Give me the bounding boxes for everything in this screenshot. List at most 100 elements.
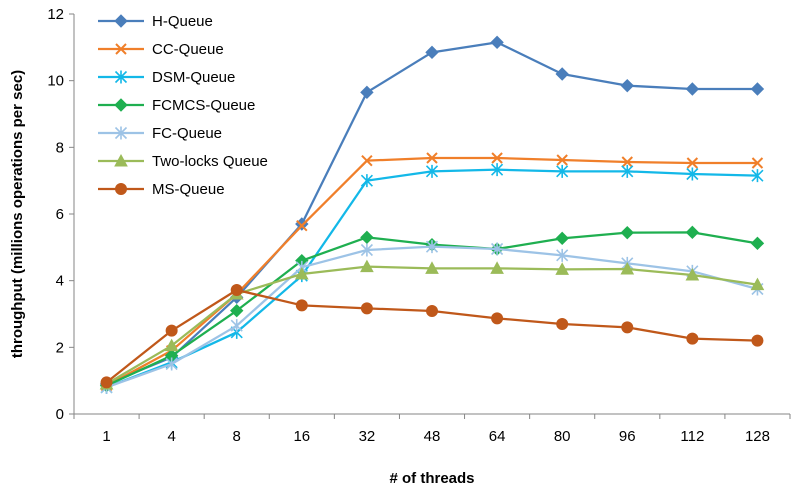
data-point <box>686 332 699 345</box>
data-point <box>621 321 634 334</box>
data-point <box>750 236 765 251</box>
data-point <box>750 277 765 291</box>
legend-label: FC-Queue <box>152 125 222 142</box>
data-point <box>425 261 439 274</box>
data-point <box>620 225 634 240</box>
x-tick-label: 64 <box>489 428 506 445</box>
legend-item: CC-Queue <box>98 41 224 58</box>
data-point <box>491 163 504 177</box>
y-tick-label: 0 <box>56 406 64 423</box>
legend-item: DSM-Queue <box>98 69 235 86</box>
data-point <box>556 164 569 178</box>
data-point <box>165 324 178 337</box>
data-point <box>685 82 700 96</box>
data-point <box>165 357 178 371</box>
data-point <box>555 231 569 246</box>
data-point <box>230 284 243 296</box>
data-point <box>490 35 504 50</box>
data-point <box>751 157 764 169</box>
data-point <box>621 156 633 168</box>
x-tick-label: 1 <box>102 428 110 445</box>
legend-label: MS-Queue <box>152 181 225 198</box>
legend-marker <box>114 14 128 28</box>
data-point <box>491 152 503 164</box>
series-fc-queue <box>100 240 764 394</box>
data-point <box>361 154 373 167</box>
y-tick-label: 10 <box>47 73 64 90</box>
x-tick-label: 32 <box>359 428 376 445</box>
legend-marker <box>115 183 127 195</box>
legend-item: Two-locks Queue <box>98 153 268 170</box>
data-point <box>100 376 113 389</box>
data-point <box>426 152 438 164</box>
legend-label: Two-locks Queue <box>152 153 268 170</box>
x-tick-label: 4 <box>167 428 175 445</box>
y-tick-label: 8 <box>56 139 64 156</box>
data-point <box>230 319 243 333</box>
data-point <box>426 305 438 317</box>
data-point <box>555 262 570 275</box>
data-point <box>620 78 634 93</box>
data-point <box>360 259 374 273</box>
data-point <box>751 334 764 347</box>
data-point <box>555 67 569 81</box>
x-tick-label: 96 <box>619 428 636 445</box>
data-point <box>360 230 374 245</box>
y-tick-label: 12 <box>47 6 64 23</box>
data-point <box>621 164 634 178</box>
legend-item: FCMCS-Queue <box>98 97 255 114</box>
x-tick-label: 48 <box>424 428 441 445</box>
legend-label: CC-Queue <box>152 41 224 58</box>
data-point <box>685 267 700 281</box>
data-point <box>360 302 373 315</box>
series-line <box>105 265 758 385</box>
series-layer <box>99 35 765 394</box>
series-line <box>106 168 758 389</box>
data-point <box>556 248 569 262</box>
y-axis-title: throughput (millions operations per sec) <box>9 70 26 358</box>
data-point <box>750 82 765 96</box>
data-point <box>425 164 439 178</box>
y-tick-label: 2 <box>56 339 64 356</box>
data-point <box>556 154 568 166</box>
data-point <box>620 261 635 275</box>
legend-label: H-Queue <box>152 13 213 30</box>
legend-label: DSM-Queue <box>152 69 235 86</box>
data-point <box>556 318 569 330</box>
data-point <box>425 45 439 60</box>
data-point <box>230 303 244 318</box>
legend-marker <box>114 126 128 140</box>
series-ms-queue <box>100 284 764 389</box>
data-point <box>425 240 439 254</box>
legend-item: FC-Queue <box>98 125 222 142</box>
legend-marker <box>114 70 128 84</box>
legend-marker <box>114 98 128 112</box>
data-point <box>686 157 699 169</box>
data-point <box>360 85 374 100</box>
data-point <box>491 312 504 325</box>
data-point <box>296 219 308 232</box>
legend-item: MS-Queue <box>98 181 225 198</box>
data-point <box>164 338 179 352</box>
x-axis-title: # of threads <box>389 470 474 487</box>
x-tick-label: 8 <box>233 428 241 445</box>
x-tick-label: 16 <box>293 428 310 445</box>
legend-marker <box>115 43 127 55</box>
x-tick-label: 128 <box>745 428 770 445</box>
x-tick-label: 112 <box>680 428 704 445</box>
x-tick-label: 80 <box>554 428 571 445</box>
data-point <box>491 242 504 256</box>
y-tick-label: 4 <box>56 273 64 290</box>
data-point <box>295 299 308 312</box>
data-point <box>294 266 309 280</box>
data-point <box>751 169 764 183</box>
data-point <box>490 261 504 274</box>
legend-label: FCMCS-Queue <box>152 97 255 114</box>
y-tick-label: 6 <box>56 206 64 223</box>
legend-marker <box>114 153 128 167</box>
series-line <box>105 288 758 384</box>
data-point <box>360 174 373 188</box>
data-point <box>360 243 373 257</box>
